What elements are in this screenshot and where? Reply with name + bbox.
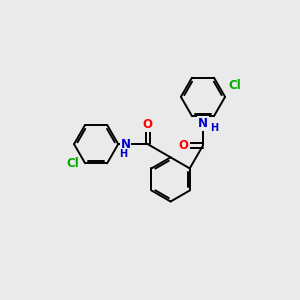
Text: N: N: [198, 117, 208, 130]
Text: N: N: [121, 138, 130, 151]
Text: O: O: [179, 139, 189, 152]
Text: H: H: [119, 148, 127, 158]
Text: O: O: [143, 118, 153, 131]
Text: Cl: Cl: [228, 79, 241, 92]
Text: Cl: Cl: [66, 157, 79, 170]
Text: H: H: [210, 123, 218, 133]
